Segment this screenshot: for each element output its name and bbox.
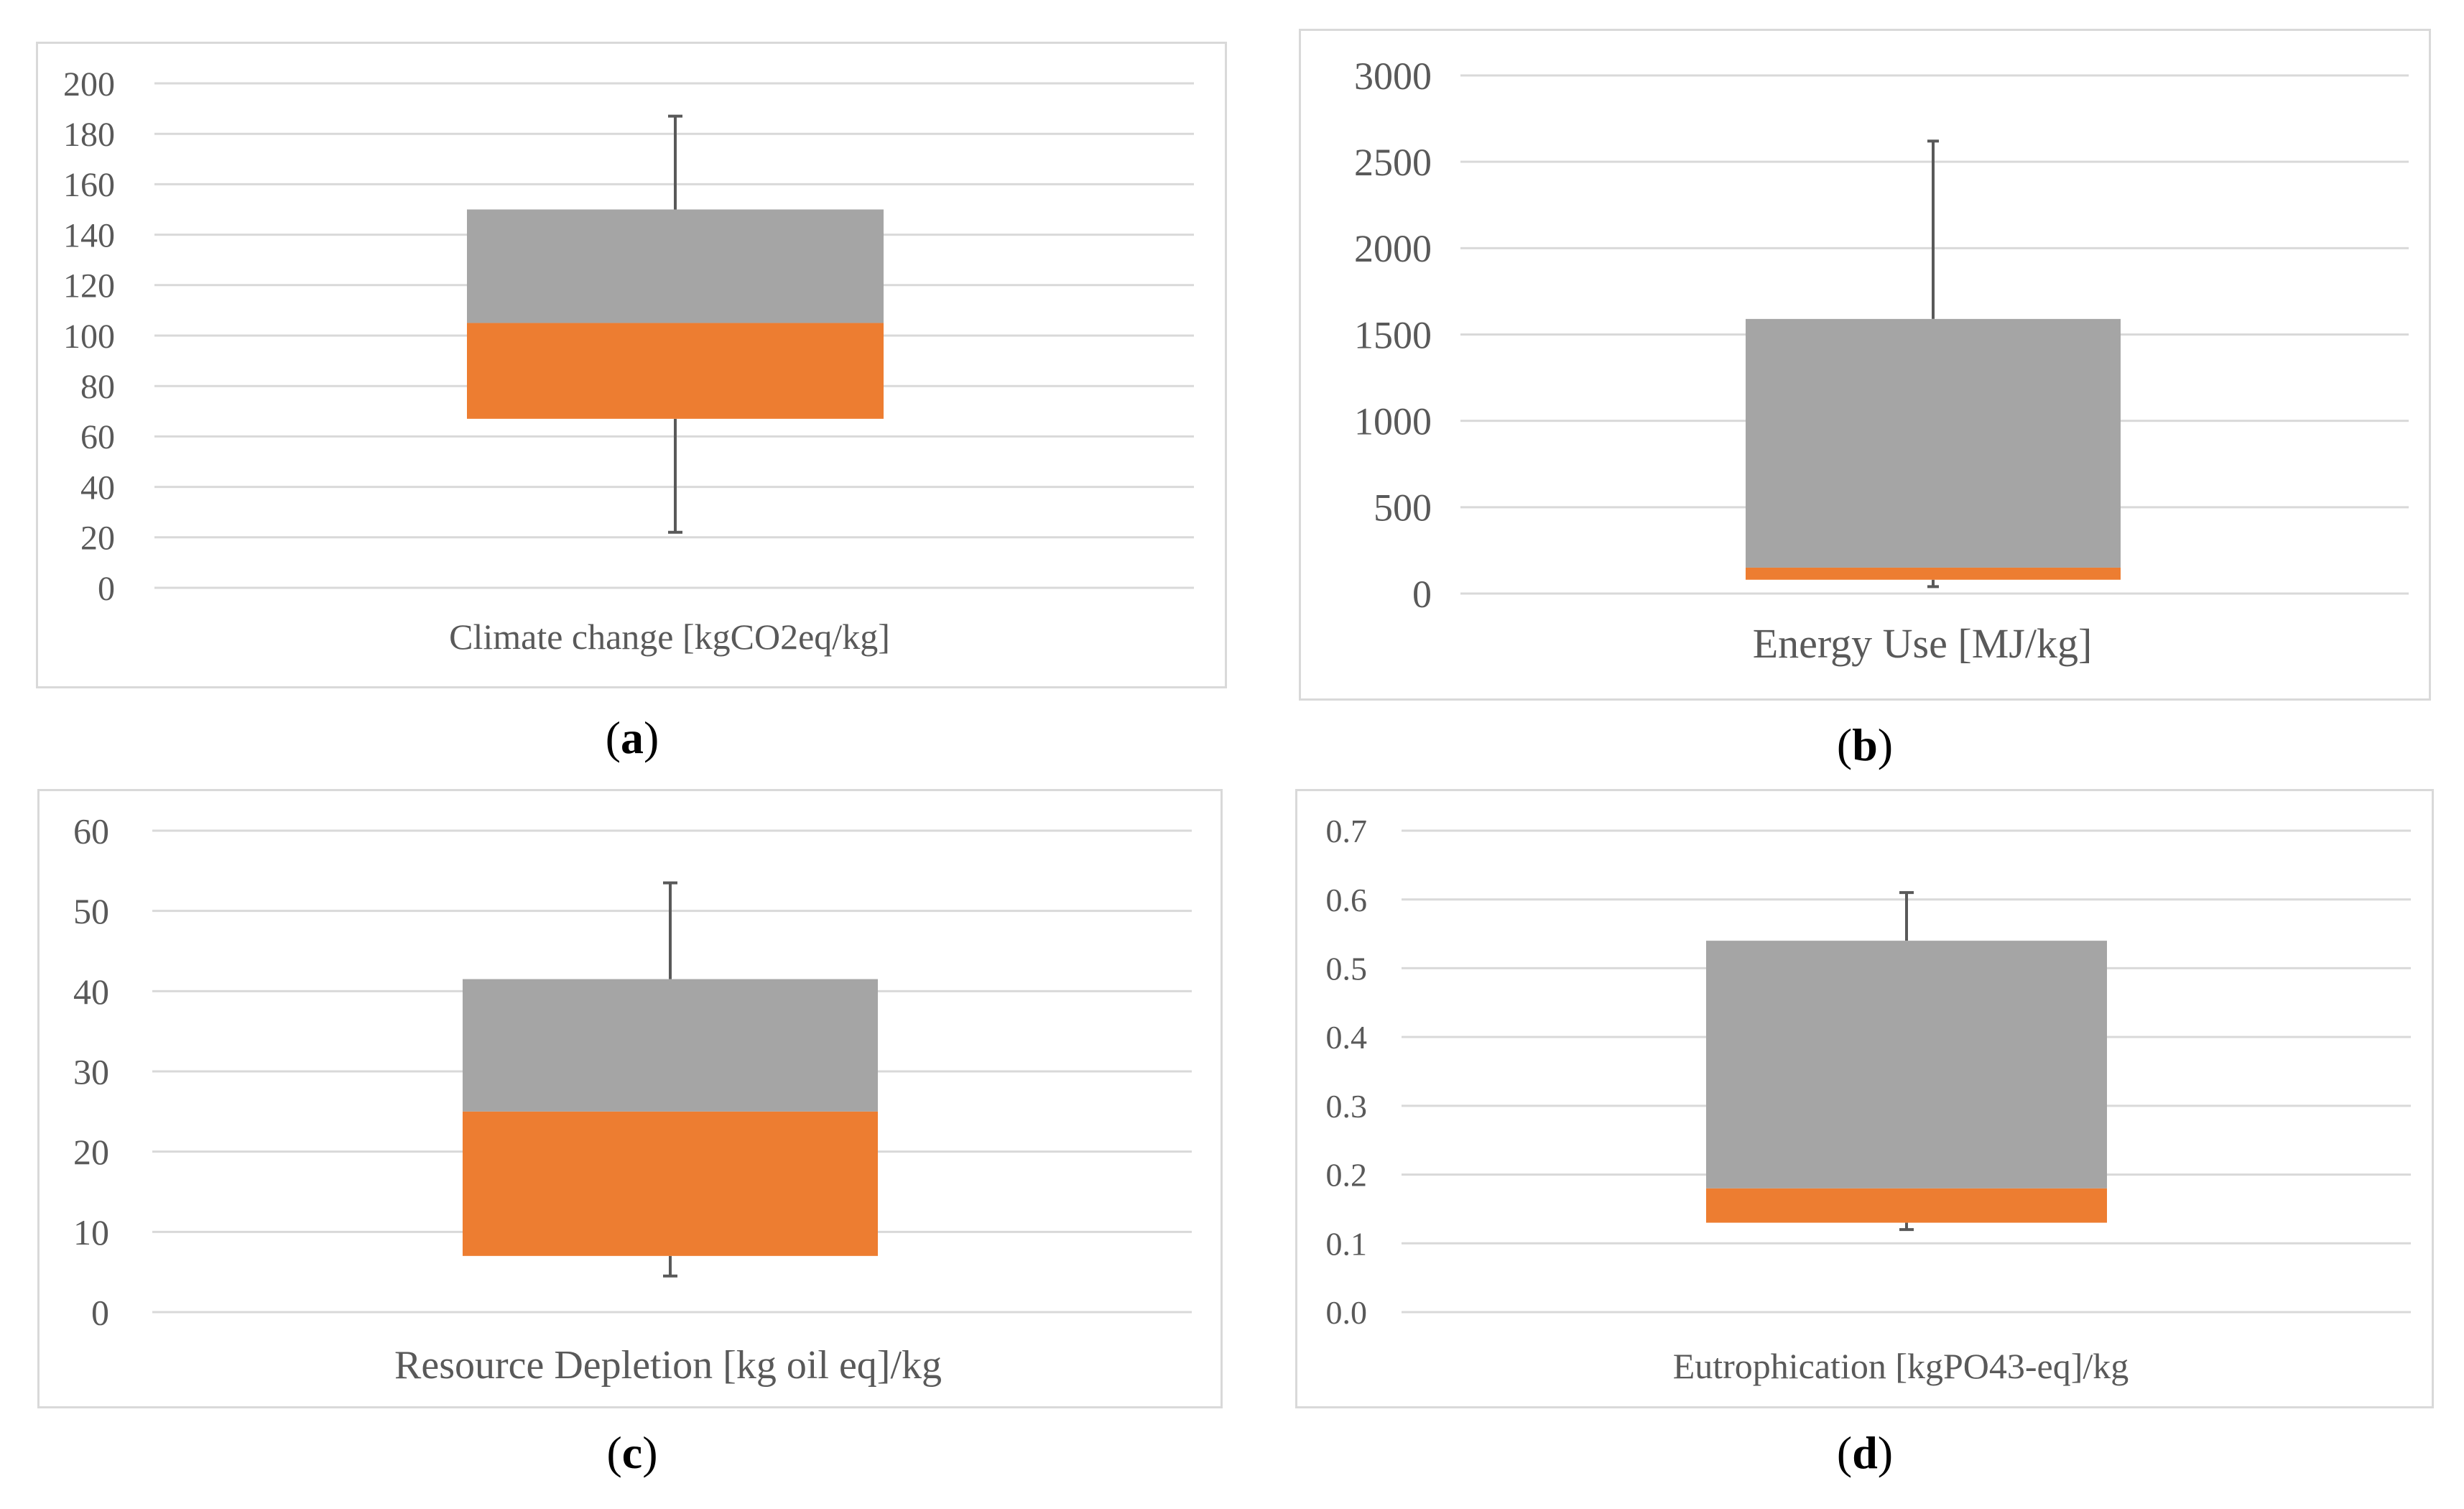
chart-c-x-title: Resource Depletion [kg oil eq]/kg xyxy=(394,1343,942,1388)
chart-b-box-lower xyxy=(1746,567,2121,580)
chart-a-y-tick-label: 80 xyxy=(80,368,115,406)
chart-a-x-title: Climate change [kgCO2eq/kg] xyxy=(449,617,890,657)
chart-d-y-tick-label: 0.2 xyxy=(1326,1157,1368,1194)
chart-d-ticks: 0.0 0.1 0.2 0.3 0.4 0.5 0.6 0.7 xyxy=(1326,813,1368,1331)
caption-a-letter: a xyxy=(621,712,644,763)
chart-b-svg: 0 500 1000 1500 2000 2500 3000 Energy Use [MJ/… xyxy=(1299,29,2431,701)
chart-d-svg: 0.0 0.1 0.2 0.3 0.4 0.5 0.6 0.7 Eutrophication … xyxy=(1295,789,2434,1408)
chart-d-y-tick-label: 0.1 xyxy=(1326,1225,1368,1262)
chart-d-box-upper xyxy=(1706,941,2107,1189)
chart-b-ticks: 0 500 1000 1500 2000 2500 3000 xyxy=(1354,55,1432,616)
chart-a-y-tick-label: 200 xyxy=(63,65,115,103)
chart-a-box-lower xyxy=(467,323,884,419)
caption-c: (c) xyxy=(606,1427,658,1478)
chart-panel-d: 0.0 0.1 0.2 0.3 0.4 0.5 0.6 0.7 Eutrophication … xyxy=(1295,789,2434,1408)
chart-b-y-tick-label: 1000 xyxy=(1354,400,1432,443)
caption-c-letter: c xyxy=(621,1427,643,1478)
chart-a-box xyxy=(467,114,884,534)
chart-d-y-tick-label: 0.5 xyxy=(1326,951,1368,987)
chart-c-y-tick-label: 60 xyxy=(73,811,109,852)
chart-d-y-tick-label: 0.0 xyxy=(1326,1294,1368,1331)
chart-b-y-tick-label: 1500 xyxy=(1354,313,1432,356)
chart-b-box xyxy=(1746,139,2121,589)
chart-a-y-tick-label: 40 xyxy=(80,469,115,507)
chart-a-y-tick-label: 180 xyxy=(63,116,115,154)
caption-a: (a) xyxy=(605,712,659,763)
caption-d-letter: d xyxy=(1852,1427,1878,1478)
chart-c-y-tick-label: 10 xyxy=(73,1212,109,1252)
chart-c-box-upper xyxy=(463,979,878,1112)
chart-c-y-tick-label: 50 xyxy=(73,891,109,931)
chart-panel-c: 0 10 20 30 40 50 60 Resource Depletion [kg oil… xyxy=(37,789,1223,1408)
chart-b-box-upper xyxy=(1746,318,2121,568)
chart-d-y-tick-label: 0.6 xyxy=(1326,882,1368,918)
chart-c-box-lower xyxy=(463,1111,878,1256)
chart-d-y-tick-label: 0.7 xyxy=(1326,813,1368,849)
chart-a-y-tick-label: 160 xyxy=(63,166,115,204)
chart-c-y-tick-label: 20 xyxy=(73,1132,109,1172)
chart-c-ticks: 0 10 20 30 40 50 60 xyxy=(73,811,109,1333)
chart-c-svg: 0 10 20 30 40 50 60 Resource Depletion [kg oil… xyxy=(37,789,1223,1408)
chart-b-x-title: Energy Use [MJ/kg] xyxy=(1753,620,2093,667)
chart-d-x-title: Eutrophication [kgPO43-eq]/kg xyxy=(1673,1346,2129,1386)
chart-a-ticks: 0 20 40 60 80 100 120 140 160 180 200 xyxy=(63,65,115,608)
chart-c-y-tick-label: 0 xyxy=(91,1293,109,1333)
chart-a-y-tick-label: 0 xyxy=(98,570,115,608)
chart-b-y-tick-label: 3000 xyxy=(1354,55,1432,98)
chart-d-box-lower xyxy=(1706,1188,2107,1223)
chart-c-y-tick-label: 30 xyxy=(73,1052,109,1092)
chart-d-y-tick-label: 0.3 xyxy=(1326,1088,1368,1125)
chart-c-box xyxy=(463,881,878,1278)
chart-d-box xyxy=(1706,891,2107,1232)
chart-b-y-tick-label: 2000 xyxy=(1354,227,1432,270)
chart-c-y-tick-label: 40 xyxy=(73,972,109,1012)
chart-b-y-tick-label: 500 xyxy=(1374,486,1432,530)
caption-b: (b) xyxy=(1836,719,1894,770)
chart-b-y-tick-label: 2500 xyxy=(1354,141,1432,184)
chart-b-y-tick-label: 0 xyxy=(1412,573,1432,616)
chart-panel-a: 0 20 40 60 80 100 120 140 160 180 200 Climate chan… xyxy=(36,42,1227,688)
chart-a-box-upper xyxy=(467,209,884,323)
caption-d: (d) xyxy=(1836,1427,1894,1478)
chart-a-y-tick-label: 60 xyxy=(80,418,115,456)
chart-d-y-tick-label: 0.4 xyxy=(1326,1019,1368,1056)
chart-a-svg: 0 20 40 60 80 100 120 140 160 180 200 Climate chan… xyxy=(36,42,1227,688)
chart-a-y-tick-label: 20 xyxy=(80,520,115,558)
chart-a-y-tick-label: 140 xyxy=(63,216,115,254)
caption-b-letter: b xyxy=(1852,719,1878,770)
chart-a-y-tick-label: 120 xyxy=(63,267,115,305)
chart-panel-b: 0 500 1000 1500 2000 2500 3000 Energy Use [MJ/… xyxy=(1299,29,2431,701)
chart-a-y-tick-label: 100 xyxy=(63,318,115,356)
